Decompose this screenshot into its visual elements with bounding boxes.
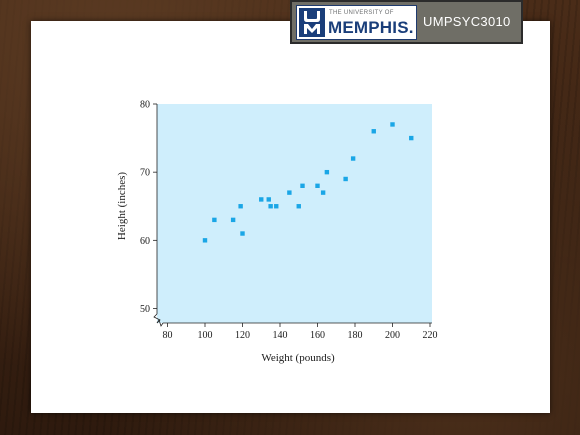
data-point-16 — [343, 176, 348, 182]
data-point-8 — [268, 204, 273, 209]
y-tick-label-80: 80 — [140, 100, 150, 111]
data-point-2 — [212, 217, 217, 223]
data-point-13 — [315, 183, 320, 188]
data-point-7 — [266, 197, 271, 202]
y-axis-break — [153, 313, 161, 324]
x-tick-label-200: 200 — [385, 330, 400, 341]
data-point-9 — [274, 204, 279, 209]
ticks-layer: 80 100 120 140 160 180 200 220 50 60 70 80 — [140, 100, 438, 342]
data-point-3 — [230, 217, 236, 223]
x-axis-label: Weight (pounds) — [261, 352, 335, 364]
x-tick-label-220: 220 — [423, 330, 438, 341]
header-banner: THE UNIVERSITY OF MEMPHIS. UMPSYC3010 — [290, 0, 523, 44]
y-axis-label: Height (inches) — [116, 172, 128, 240]
x-axis-break — [156, 319, 164, 327]
data-point-20 — [409, 135, 414, 141]
data-point-15 — [324, 169, 330, 175]
data-point-17 — [350, 156, 356, 161]
y-tick-label-70: 70 — [140, 168, 150, 179]
logo-small-text: THE UNIVERSITY OF — [329, 10, 394, 16]
data-point-1 — [202, 238, 208, 243]
logo-mark-icon — [299, 8, 325, 37]
data-point-19 — [390, 122, 395, 127]
x-tick-label-140: 140 — [273, 330, 288, 341]
data-point-6 — [259, 197, 264, 202]
x-tick-label-120: 120 — [235, 330, 250, 341]
x-tick-label-80: 80 — [163, 330, 173, 341]
y-tick-label-60: 60 — [140, 236, 150, 247]
x-tick-label-100: 100 — [198, 330, 213, 341]
data-point-14 — [320, 190, 326, 195]
data-point-18 — [371, 129, 376, 134]
data-point-12 — [300, 183, 305, 188]
data-point-11 — [296, 204, 301, 209]
x-tick-label-180: 180 — [348, 330, 363, 341]
y-tick-label-50: 50 — [140, 304, 150, 315]
points-layer — [202, 122, 414, 243]
university-logo: THE UNIVERSITY OF MEMPHIS. — [296, 5, 417, 40]
course-code: UMPSYC3010 — [423, 14, 511, 29]
x-tick-label-160: 160 — [310, 330, 325, 341]
data-point-5 — [240, 231, 245, 236]
data-point-4 — [238, 204, 243, 209]
plot-area — [157, 104, 432, 323]
logo-wordmark: MEMPHIS. — [328, 18, 414, 37]
data-point-10 — [287, 190, 292, 195]
